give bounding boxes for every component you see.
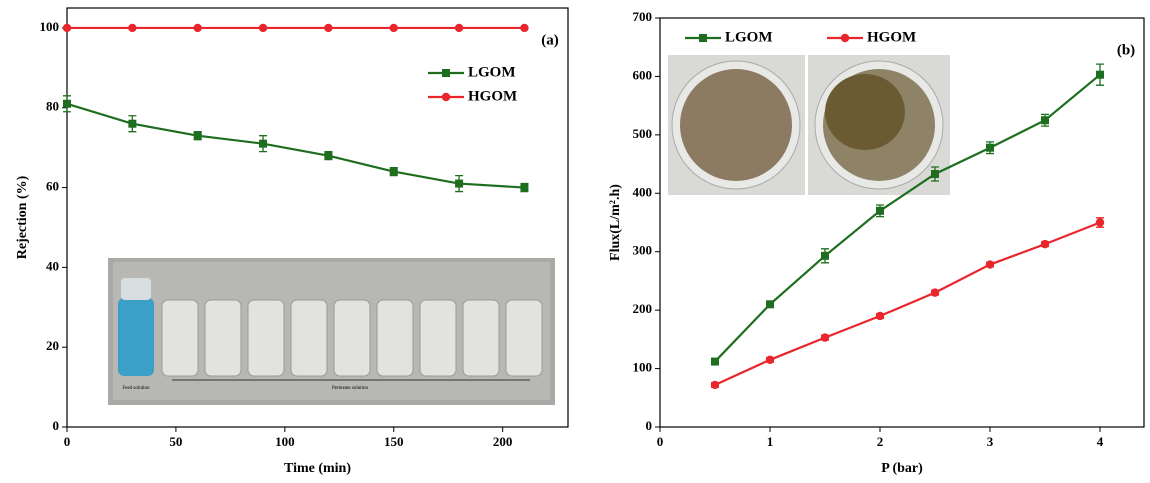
x-tick-label: 2 bbox=[877, 434, 884, 449]
marker bbox=[766, 300, 774, 309]
marker bbox=[389, 167, 398, 176]
marker bbox=[875, 311, 885, 321]
marker bbox=[985, 260, 995, 269]
legend-marker bbox=[699, 34, 707, 42]
x-axis-label: Time (min) bbox=[284, 461, 351, 476]
marker bbox=[821, 251, 829, 260]
x-tick-label: 0 bbox=[657, 434, 664, 449]
marker bbox=[324, 23, 333, 33]
panel-label: (a) bbox=[541, 32, 559, 48]
legend-label: LGOM bbox=[725, 29, 773, 45]
marker bbox=[454, 23, 464, 33]
y-tick-label: 80 bbox=[46, 99, 59, 114]
y-tick-label: 100 bbox=[633, 360, 653, 375]
marker bbox=[711, 357, 719, 366]
y-tick-label: 0 bbox=[53, 418, 60, 433]
inset-label: Feed solution bbox=[122, 386, 150, 391]
marker bbox=[1040, 239, 1050, 249]
marker bbox=[710, 380, 720, 390]
x-tick-label: 0 bbox=[64, 434, 71, 449]
marker bbox=[520, 23, 529, 33]
marker bbox=[931, 170, 939, 179]
series-line bbox=[714, 221, 1101, 386]
marker bbox=[63, 99, 71, 108]
y-tick-label: 20 bbox=[46, 338, 59, 353]
y-tick-label: 60 bbox=[46, 179, 59, 194]
y-tick-label: 200 bbox=[633, 301, 653, 316]
inset-photo: Feed solution Permeate solution bbox=[108, 258, 555, 405]
marker bbox=[389, 23, 398, 33]
legend-label: LGOM bbox=[468, 64, 516, 80]
plot-frame bbox=[66, 7, 569, 428]
marker bbox=[259, 139, 268, 148]
y-tick-label: 500 bbox=[633, 126, 653, 141]
x-axis-label: P (bar) bbox=[881, 461, 923, 476]
y-tick-label: 400 bbox=[633, 184, 653, 199]
y-tick-label: 40 bbox=[46, 258, 59, 273]
marker bbox=[193, 23, 202, 33]
plot-frame bbox=[659, 17, 1145, 428]
marker bbox=[820, 333, 830, 342]
x-tick-label: 3 bbox=[987, 434, 994, 449]
marker bbox=[258, 23, 268, 33]
marker bbox=[324, 151, 333, 160]
x-tick-label: 50 bbox=[169, 434, 182, 449]
legend-marker bbox=[441, 92, 451, 102]
marker bbox=[986, 143, 994, 152]
marker bbox=[1096, 70, 1104, 79]
x-tick-label: 200 bbox=[493, 434, 513, 449]
x-tick-label: 4 bbox=[1097, 434, 1104, 449]
legend-label: HGOM bbox=[867, 29, 916, 45]
y-axis-label: Rejection (%) bbox=[15, 175, 30, 259]
x-tick-label: 150 bbox=[384, 434, 404, 449]
marker bbox=[876, 206, 884, 215]
series-line bbox=[66, 102, 525, 189]
y-tick-label: 700 bbox=[633, 9, 653, 24]
legend-marker bbox=[840, 33, 850, 43]
marker bbox=[520, 183, 529, 192]
marker bbox=[765, 355, 775, 365]
y-tick-label: 600 bbox=[633, 67, 653, 82]
marker bbox=[930, 288, 940, 297]
y-tick-label: 300 bbox=[633, 243, 653, 258]
inset-label: Permeate solution bbox=[332, 386, 368, 391]
x-tick-label: 1 bbox=[767, 434, 774, 449]
marker bbox=[62, 23, 72, 33]
x-tick-label: 100 bbox=[275, 434, 295, 449]
legend-marker bbox=[442, 69, 450, 77]
marker bbox=[128, 119, 137, 128]
inset-photo bbox=[668, 55, 950, 195]
y-tick-label: 100 bbox=[40, 19, 60, 34]
marker bbox=[1095, 218, 1105, 227]
marker bbox=[1041, 116, 1049, 125]
panel-label: (b) bbox=[1117, 42, 1135, 58]
marker bbox=[455, 179, 464, 188]
legend-label: HGOM bbox=[468, 88, 517, 104]
marker bbox=[193, 131, 202, 140]
series-line bbox=[714, 73, 1101, 363]
y-axis-label: Flux(L/m².h) bbox=[608, 184, 623, 261]
y-tick-label: 0 bbox=[646, 418, 653, 433]
marker bbox=[128, 23, 137, 33]
